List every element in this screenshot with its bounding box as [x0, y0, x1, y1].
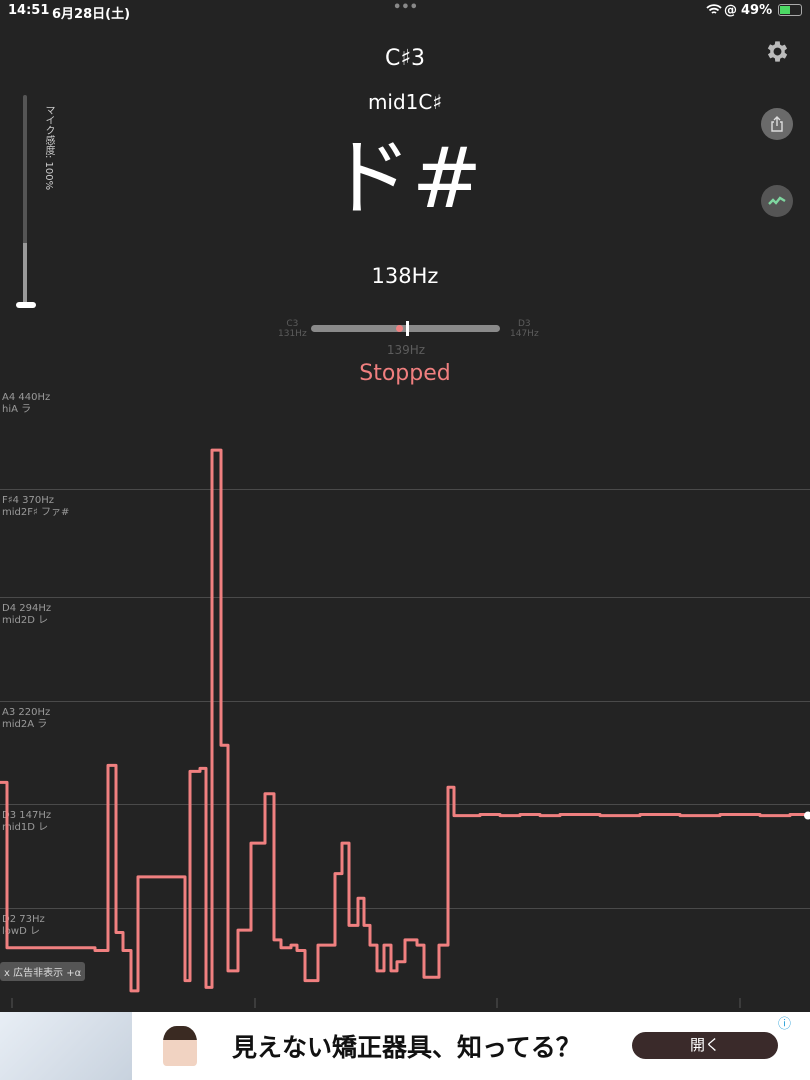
tuner-needle [405, 321, 409, 336]
level-label: D2 73Hz lowD レ [2, 914, 45, 938]
level-note: A3 220Hz [2, 707, 51, 718]
battery-icon [778, 4, 802, 16]
level-note: F♯4 370Hz [2, 495, 54, 506]
level-note: D3 147Hz [2, 810, 52, 821]
level-note: A4 440Hz [2, 392, 51, 403]
level-label: D3 147Hz mid1D レ [2, 810, 51, 834]
level-alias: mid2D レ [2, 615, 49, 626]
tuner-right-hz: 147Hz [510, 329, 539, 339]
pitch-trace [0, 448, 810, 993]
remove-ads-button[interactable]: x 広告非表示 +α [0, 962, 86, 981]
level-note: D4 294Hz [2, 603, 52, 614]
grid-line [0, 804, 810, 805]
note-kana: ド# [327, 129, 483, 227]
note-alias: mid1C♯ [367, 90, 443, 114]
multitask-dots[interactable]: ••• [393, 0, 418, 15]
status-time: 14:51 [8, 3, 50, 18]
tuner-right-note: D3 [518, 319, 531, 329]
tuner-pitch-marker [396, 325, 404, 332]
current-pitch-point [804, 811, 810, 820]
tuner-left-note: C3 [286, 319, 299, 329]
level-label: F♯4 370Hz mid2F♯ ファ# [2, 495, 69, 519]
level-alias: mid2A ラ [2, 719, 48, 730]
wifi-icon [706, 3, 722, 20]
tuner-left-label: C3 131Hz [278, 319, 307, 339]
gear-icon[interactable] [764, 38, 791, 69]
mic-sensitivity-slider[interactable] [23, 95, 27, 307]
tuner-bar [311, 321, 500, 336]
ad-person-image [163, 1026, 197, 1066]
ad-image [0, 1012, 132, 1080]
ad-headline: 見えない矯正器具、知ってる？ [232, 1033, 581, 1062]
level-label: A4 440Hz hiA ラ [2, 392, 50, 416]
frequency-readout: 138Hz [371, 264, 439, 288]
level-label: A3 220Hz mid2A ラ [2, 707, 50, 731]
note-name: C♯3 [384, 46, 425, 71]
level-label: D4 294Hz mid2D レ [2, 603, 51, 627]
level-alias: lowD レ [2, 926, 40, 937]
battery-percent: 49% [741, 3, 773, 18]
level-alias: mid2F♯ ファ# [2, 507, 70, 518]
grid-line [0, 908, 810, 909]
ad-banner[interactable]: 見えない矯正器具、知ってる？ 開く ⓘ [0, 1012, 810, 1080]
level-alias: hiA ラ [2, 404, 32, 415]
grid-line [0, 597, 810, 598]
grid-line [0, 489, 810, 490]
ad-info-icon[interactable]: ⓘ [778, 1017, 792, 1032]
mic-slider-fill [23, 243, 27, 307]
share-button[interactable] [761, 108, 793, 140]
ad-open-button[interactable]: 開く [632, 1032, 778, 1059]
grid-line [0, 701, 810, 702]
recording-state[interactable]: Stopped [359, 361, 451, 386]
level-note: D2 73Hz [2, 914, 45, 925]
tuner-left-hz: 131Hz [278, 329, 307, 339]
mic-slider-thumb[interactable] [16, 302, 36, 308]
graph-toggle-button[interactable] [761, 185, 793, 217]
pitch-graph [0, 448, 810, 1008]
tuner-right-label: D3 147Hz [510, 319, 539, 339]
tuner-center-hz: 139Hz [386, 343, 426, 357]
status-date: 6月28日(土) [52, 7, 131, 22]
mic-sensitivity-label: マイク感度: 100% [43, 105, 54, 191]
waveform-icon [768, 196, 786, 205]
share-icon [771, 116, 783, 132]
orientation-lock-icon: @ [724, 3, 737, 18]
level-alias: mid1D レ [2, 822, 49, 833]
